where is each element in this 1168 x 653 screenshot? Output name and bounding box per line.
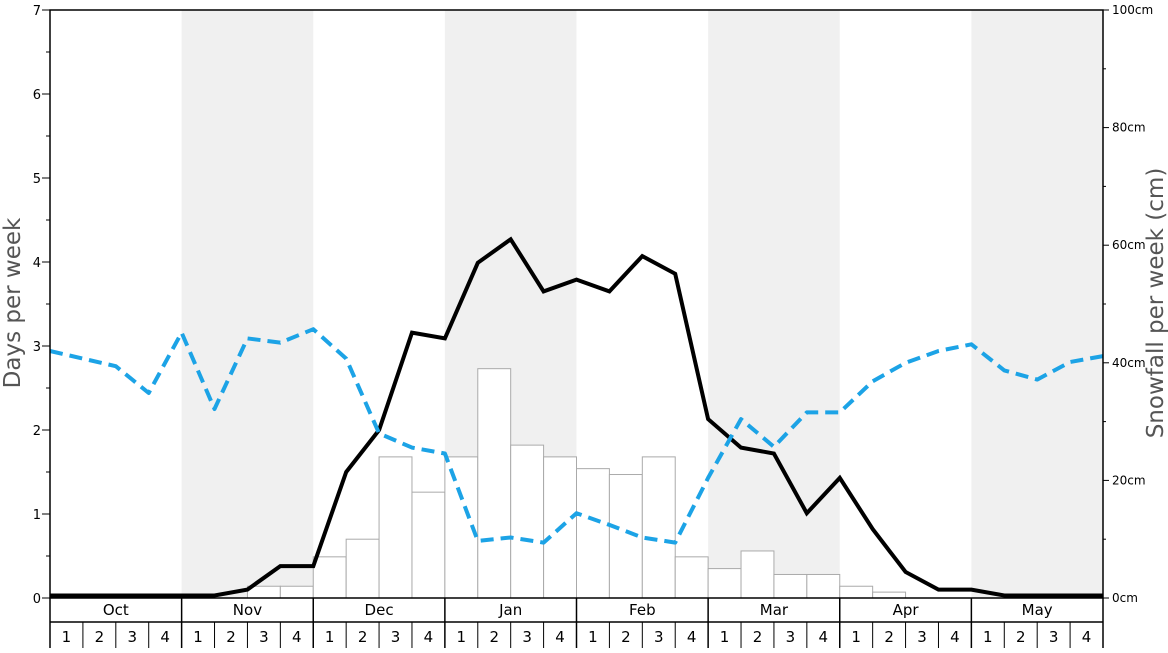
week-label: 1 [851, 628, 861, 646]
week-label: 1 [193, 628, 203, 646]
left-axis-title: Days per week [0, 217, 26, 388]
week-label: 2 [226, 628, 236, 646]
right-tick-label: 80cm [1112, 121, 1146, 135]
week-label: 3 [522, 628, 532, 646]
snowfall-bar [707, 568, 742, 599]
week-label: 3 [654, 628, 664, 646]
left-tick-label: 0 [33, 592, 41, 607]
snowfall-bars [246, 368, 907, 599]
week-label: 4 [950, 628, 960, 646]
snowfall-bar [378, 456, 413, 599]
week-label: 4 [555, 628, 565, 646]
week-label: 3 [786, 628, 796, 646]
month-bands [181, 10, 1103, 598]
week-label: 4 [687, 628, 697, 646]
left-tick-label: 7 [33, 4, 41, 19]
month-label: Jan [498, 601, 522, 619]
left-tick-label: 5 [33, 172, 41, 187]
snowfall-bar [411, 491, 446, 599]
snowfall-bar [740, 550, 775, 599]
right-tick-label: 60cm [1112, 238, 1146, 252]
week-label: 2 [621, 628, 631, 646]
left-tick-label: 1 [33, 508, 41, 523]
week-label: 3 [391, 628, 401, 646]
week-label: 2 [884, 628, 894, 646]
week-label: 2 [753, 628, 763, 646]
snowfall-bar [872, 591, 907, 599]
right-tick-label: 20cm [1112, 473, 1146, 487]
week-label: 3 [1049, 628, 1059, 646]
week-label: 1 [588, 628, 598, 646]
week-label: 3 [259, 628, 269, 646]
month-label: Feb [629, 601, 656, 619]
month-band [181, 10, 314, 598]
week-label: 1 [983, 628, 993, 646]
week-label: 1 [457, 628, 467, 646]
right-axis: 0cm 20cm 40cm 60cm 80cm 100cm [1103, 3, 1153, 605]
snowfall-bar [312, 556, 347, 599]
week-label: 4 [160, 628, 170, 646]
snowfall-bar [806, 573, 841, 599]
month-label: Oct [103, 601, 129, 619]
snowfall-bar [576, 468, 610, 599]
month-band [971, 10, 1103, 598]
snowfall-bar [641, 456, 676, 599]
left-tick-label: 2 [33, 424, 41, 439]
left-tick-label: 6 [33, 88, 41, 103]
snowfall-bar [773, 573, 808, 599]
right-tick-label: 0cm [1112, 591, 1138, 605]
week-label: 3 [917, 628, 927, 646]
snowfall-bar [345, 538, 380, 599]
left-tick-label: 4 [33, 256, 41, 271]
snowfall-bar [279, 585, 314, 599]
week-label: 1 [325, 628, 335, 646]
week-label: 2 [1016, 628, 1026, 646]
right-tick-label: 40cm [1112, 356, 1146, 370]
solid-line [50, 236, 1103, 598]
week-label: 4 [424, 628, 434, 646]
week-label: 4 [292, 628, 302, 646]
week-label: 4 [819, 628, 829, 646]
month-label: Nov [233, 601, 262, 619]
right-axis-title: Snowfall per week (cm) [1143, 168, 1168, 439]
left-tick-label: 3 [33, 340, 41, 355]
right-tick-label: 100cm [1112, 3, 1153, 17]
x-axis-table: Oct 1 2 3 4 Nov 1 2 3 4 Dec 1 2 3 4 Jan 1 2 3 4 Feb 1 2 3 4 Mar 1 2… [49, 598, 1104, 648]
month-label: May [1022, 601, 1053, 619]
snowfall-bar [839, 585, 874, 599]
week-label: 2 [358, 628, 368, 646]
week-label: 1 [62, 628, 72, 646]
snowfall-bar [674, 556, 709, 599]
week-label: 2 [489, 628, 499, 646]
series-lines [49, 236, 1104, 598]
dashed-line [49, 327, 1104, 545]
month-label: Dec [365, 601, 394, 619]
month-label: Apr [893, 601, 920, 619]
month-label: Mar [760, 601, 789, 619]
week-label: 1 [720, 628, 730, 646]
week-label: 4 [1082, 628, 1092, 646]
left-axis: 0 1 2 3 4 5 6 7 [33, 4, 50, 607]
snowfall-bar [477, 368, 512, 599]
week-label: 2 [95, 628, 105, 646]
month-band [708, 10, 840, 598]
snowfall-bar [510, 444, 545, 599]
week-label: 3 [127, 628, 137, 646]
